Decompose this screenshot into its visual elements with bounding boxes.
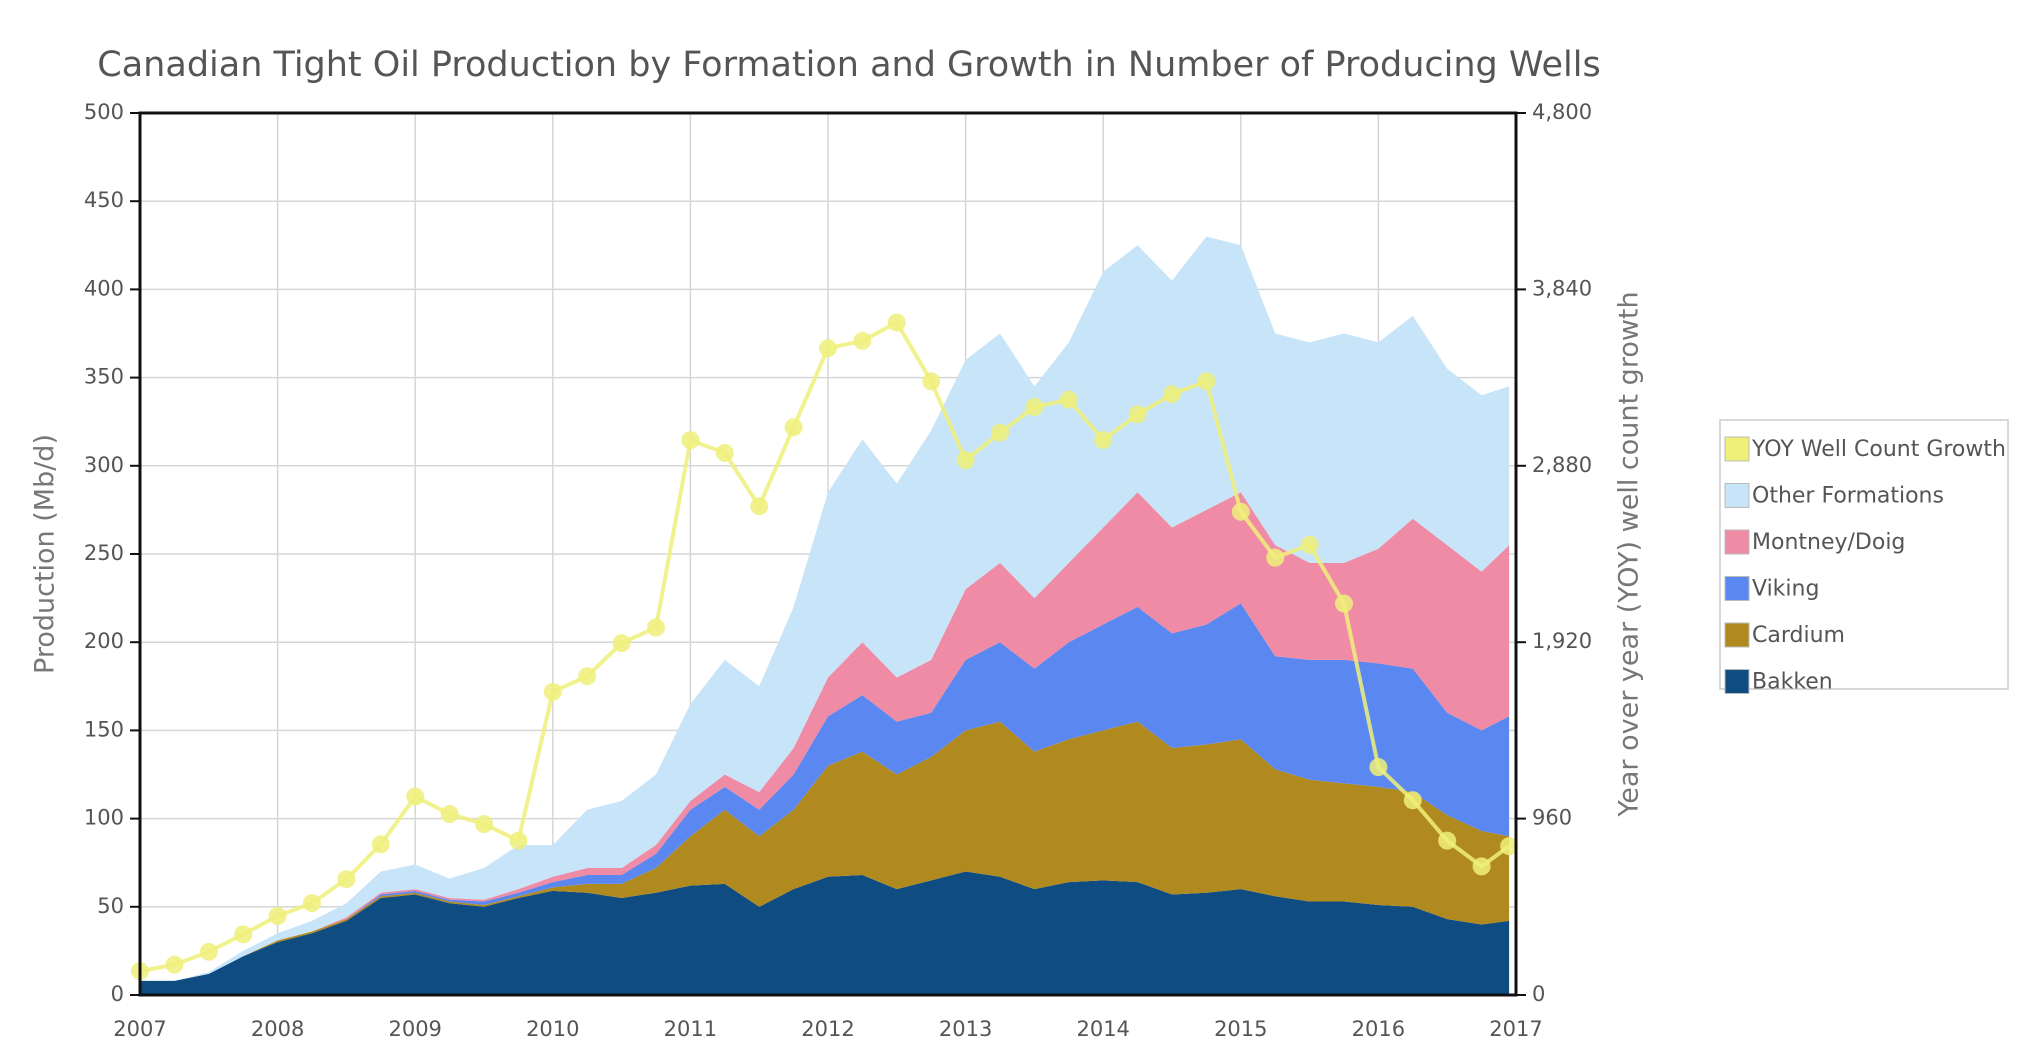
line-point [1300,535,1319,554]
y2-tick-label: 0 [1532,982,1545,1006]
x-tick-label: 2017 [1489,1017,1542,1041]
line-point [1163,385,1181,404]
line-point [1128,405,1147,424]
line-point [440,805,459,824]
line-point [1231,502,1250,521]
line-point [1059,390,1078,409]
line-point [1094,431,1113,450]
line-point [165,955,184,974]
line-point [681,431,700,450]
legend-label: Cardium [1752,623,1845,648]
y-tick-label: 0 [111,982,124,1006]
legend-swatch [1724,436,1750,462]
y2-tick-label: 960 [1532,806,1572,830]
line-point [1025,398,1044,416]
line-point [819,339,837,358]
x-tick-label: 2011 [664,1017,717,1041]
line-point [268,906,287,925]
line-point [922,372,941,391]
y-tick-label: 300 [84,453,124,477]
x-tick-label: 2008 [251,1017,304,1041]
y-tick-label: 250 [84,541,124,565]
y2-tick-label: 4,800 [1532,100,1592,124]
legend-swatch [1724,483,1750,508]
legend-box [1719,419,2009,690]
x-tick-label: 2014 [1076,1017,1129,1041]
x-tick-label: 2010 [526,1017,579,1041]
x-tick-label: 2009 [388,1017,441,1041]
line-point [337,870,356,889]
y-tick-label: 500 [84,100,124,124]
y2-tick-label: 3,840 [1532,276,1592,300]
line-point [647,618,665,637]
legend-label: Other Formations [1752,484,1944,509]
line-point [406,787,425,806]
area [140,236,1510,981]
y-tick-label: 50 [97,894,124,918]
y-tick-label: 350 [84,365,124,389]
legend-swatch [1724,529,1750,555]
legend-label: Bakken [1752,670,1833,695]
legend-label: Viking [1752,577,1819,602]
y2-tick-label: 1,920 [1532,629,1592,653]
y-tick-label: 200 [84,629,124,653]
x-tick-label: 2015 [1214,1017,1267,1041]
legend-label: Montney/Doig [1752,530,1905,555]
legend-label: YOY Well Count Growth [1751,437,2006,462]
legend-swatch [1724,622,1750,648]
y-tick-label: 400 [84,276,124,300]
x-tick-label: 2007 [113,1017,166,1041]
area [140,492,1510,981]
line-point [1500,837,1519,856]
legend-swatch [1724,576,1750,601]
line-point [784,418,803,437]
chart-title: Canadian Tight Oil Production by Formati… [97,45,1600,85]
line-point [1472,857,1491,876]
line-point [612,634,631,653]
x-tick-label: 2016 [1352,1017,1405,1041]
line-point [578,667,597,686]
line-point [1335,594,1353,613]
legend-swatch [1724,669,1750,694]
y2-tick-label: 2,880 [1532,453,1592,477]
line-point [371,835,390,854]
line-point [509,831,528,850]
x-tick-label: 2013 [939,1017,992,1041]
line-point [991,423,1009,442]
area [140,721,1510,981]
line-point [1369,758,1388,777]
line-point [199,942,218,961]
y-tick-label: 100 [84,806,124,830]
line-point [853,331,872,350]
line-point [303,894,321,913]
line-point [750,497,769,516]
line-point [1197,372,1216,391]
line-point [1403,791,1422,810]
line-point [234,925,253,944]
line-point [1438,831,1457,850]
line-point [1266,548,1285,567]
x-tick-label: 2012 [801,1017,854,1041]
line-point [475,815,493,834]
y-tick-label: 150 [84,717,124,741]
line-point [715,443,734,462]
y-axis-title: Production (Mb/d) [30,434,61,674]
y-tick-label: 450 [84,188,124,212]
line-point [887,313,906,332]
area [140,603,1510,981]
line-point [956,451,975,470]
line-point [543,682,562,701]
area [140,871,1510,995]
y2-axis-title: Year over year (YOY) well count growth [1614,291,1645,817]
